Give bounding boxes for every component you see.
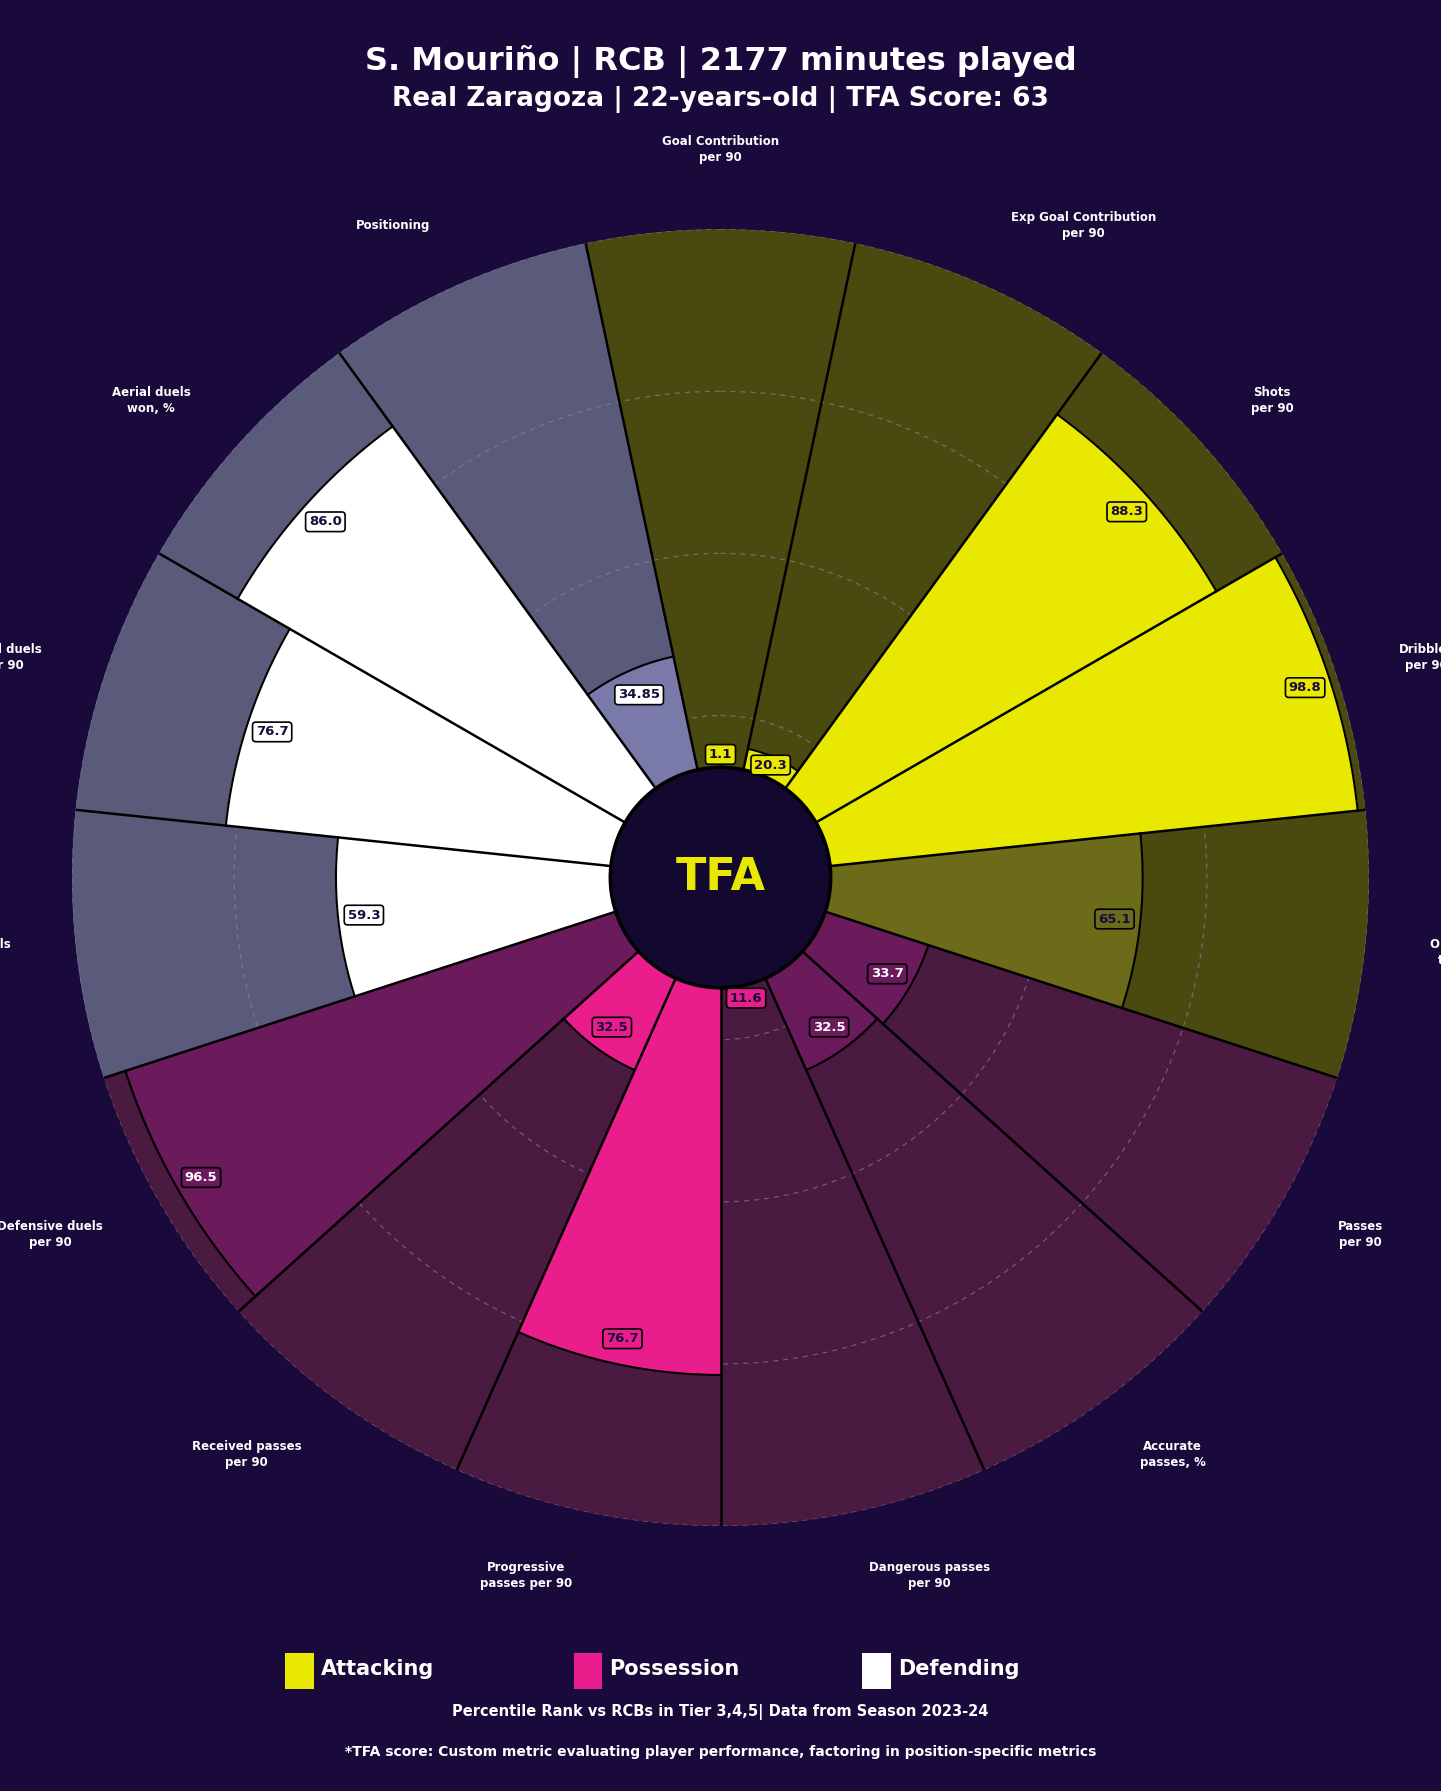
Polygon shape xyxy=(588,657,720,878)
Polygon shape xyxy=(720,878,1337,1311)
Text: 65.1: 65.1 xyxy=(1098,912,1131,926)
Text: Possession: Possession xyxy=(610,1658,739,1680)
Text: 1.1: 1.1 xyxy=(709,749,732,761)
Polygon shape xyxy=(720,878,751,953)
Text: Passes
per 90: Passes per 90 xyxy=(1339,1220,1383,1248)
Text: S. Mouriño | RCB | 2177 minutes played: S. Mouriño | RCB | 2177 minutes played xyxy=(365,45,1076,77)
Text: Dribbles
per 90: Dribbles per 90 xyxy=(1399,643,1441,672)
Polygon shape xyxy=(239,878,720,1470)
Text: 86.0: 86.0 xyxy=(308,516,342,528)
Text: Percentile Rank vs RCBs in Tier 3,4,5| Data from Season 2023-24: Percentile Rank vs RCBs in Tier 3,4,5| D… xyxy=(452,1705,989,1719)
Text: 33.7: 33.7 xyxy=(870,967,904,980)
Polygon shape xyxy=(720,810,1369,1078)
Text: TFA: TFA xyxy=(676,856,765,899)
Text: 11.6: 11.6 xyxy=(729,992,762,1005)
Text: 98.8: 98.8 xyxy=(1288,681,1321,695)
Polygon shape xyxy=(75,553,720,878)
Polygon shape xyxy=(719,870,722,878)
Polygon shape xyxy=(457,878,720,1526)
Text: Attacking: Attacking xyxy=(321,1658,435,1680)
Polygon shape xyxy=(159,353,720,878)
Text: Dangerous passes
per 90: Dangerous passes per 90 xyxy=(869,1560,990,1590)
Polygon shape xyxy=(720,414,1216,878)
Polygon shape xyxy=(720,878,1202,1470)
Text: Real Zaragoza | 22-years-old | TFA Score: 63: Real Zaragoza | 22-years-old | TFA Score… xyxy=(392,86,1049,113)
Text: Accurate
passes, %: Accurate passes, % xyxy=(1140,1440,1206,1469)
Polygon shape xyxy=(226,629,720,878)
Text: Exp Goal Contribution
per 90: Exp Goal Contribution per 90 xyxy=(1010,211,1156,240)
Text: Opp Penalty area
touches per 90: Opp Penalty area touches per 90 xyxy=(1429,938,1441,967)
Polygon shape xyxy=(720,553,1366,878)
Text: Shots
per 90: Shots per 90 xyxy=(1251,385,1294,416)
Polygon shape xyxy=(720,749,798,878)
Text: Positioning: Positioning xyxy=(356,220,431,233)
Text: Progressive
passes per 90: Progressive passes per 90 xyxy=(480,1560,572,1590)
Text: Goal Contribution
per 90: Goal Contribution per 90 xyxy=(661,136,780,165)
Polygon shape xyxy=(72,810,720,1078)
Text: 76.7: 76.7 xyxy=(256,725,288,738)
Text: 59.3: 59.3 xyxy=(347,908,380,922)
Text: 76.7: 76.7 xyxy=(607,1333,638,1345)
Polygon shape xyxy=(720,878,928,1024)
Polygon shape xyxy=(720,244,1102,878)
Polygon shape xyxy=(125,878,720,1297)
Polygon shape xyxy=(720,878,878,1069)
Text: 88.3: 88.3 xyxy=(1111,505,1143,518)
Text: 20.3: 20.3 xyxy=(754,759,787,772)
Text: Received passes
per 90: Received passes per 90 xyxy=(192,1440,301,1469)
Text: 32.5: 32.5 xyxy=(595,1021,628,1033)
Polygon shape xyxy=(238,426,720,878)
Polygon shape xyxy=(563,878,720,1069)
Polygon shape xyxy=(720,833,1143,1008)
Polygon shape xyxy=(339,244,720,878)
Polygon shape xyxy=(611,767,830,989)
Text: Defensive duels
won, %: Defensive duels won, % xyxy=(0,938,12,967)
Text: Defensive duels
per 90: Defensive duels per 90 xyxy=(0,1220,102,1248)
Polygon shape xyxy=(585,229,856,878)
Text: Aerial duels
per 90: Aerial duels per 90 xyxy=(0,643,42,672)
Polygon shape xyxy=(720,353,1282,878)
Polygon shape xyxy=(720,878,984,1526)
Polygon shape xyxy=(720,557,1357,878)
Polygon shape xyxy=(519,878,720,1375)
Text: 32.5: 32.5 xyxy=(813,1021,846,1033)
Text: *TFA score: Custom metric evaluating player performance, factoring in position-s: *TFA score: Custom metric evaluating pla… xyxy=(344,1744,1097,1759)
Text: Defending: Defending xyxy=(898,1658,1019,1680)
Text: 96.5: 96.5 xyxy=(184,1171,218,1184)
Polygon shape xyxy=(104,878,720,1311)
Polygon shape xyxy=(336,838,720,996)
Text: Aerial duels
won, %: Aerial duels won, % xyxy=(111,385,190,416)
Text: 34.85: 34.85 xyxy=(618,688,660,702)
